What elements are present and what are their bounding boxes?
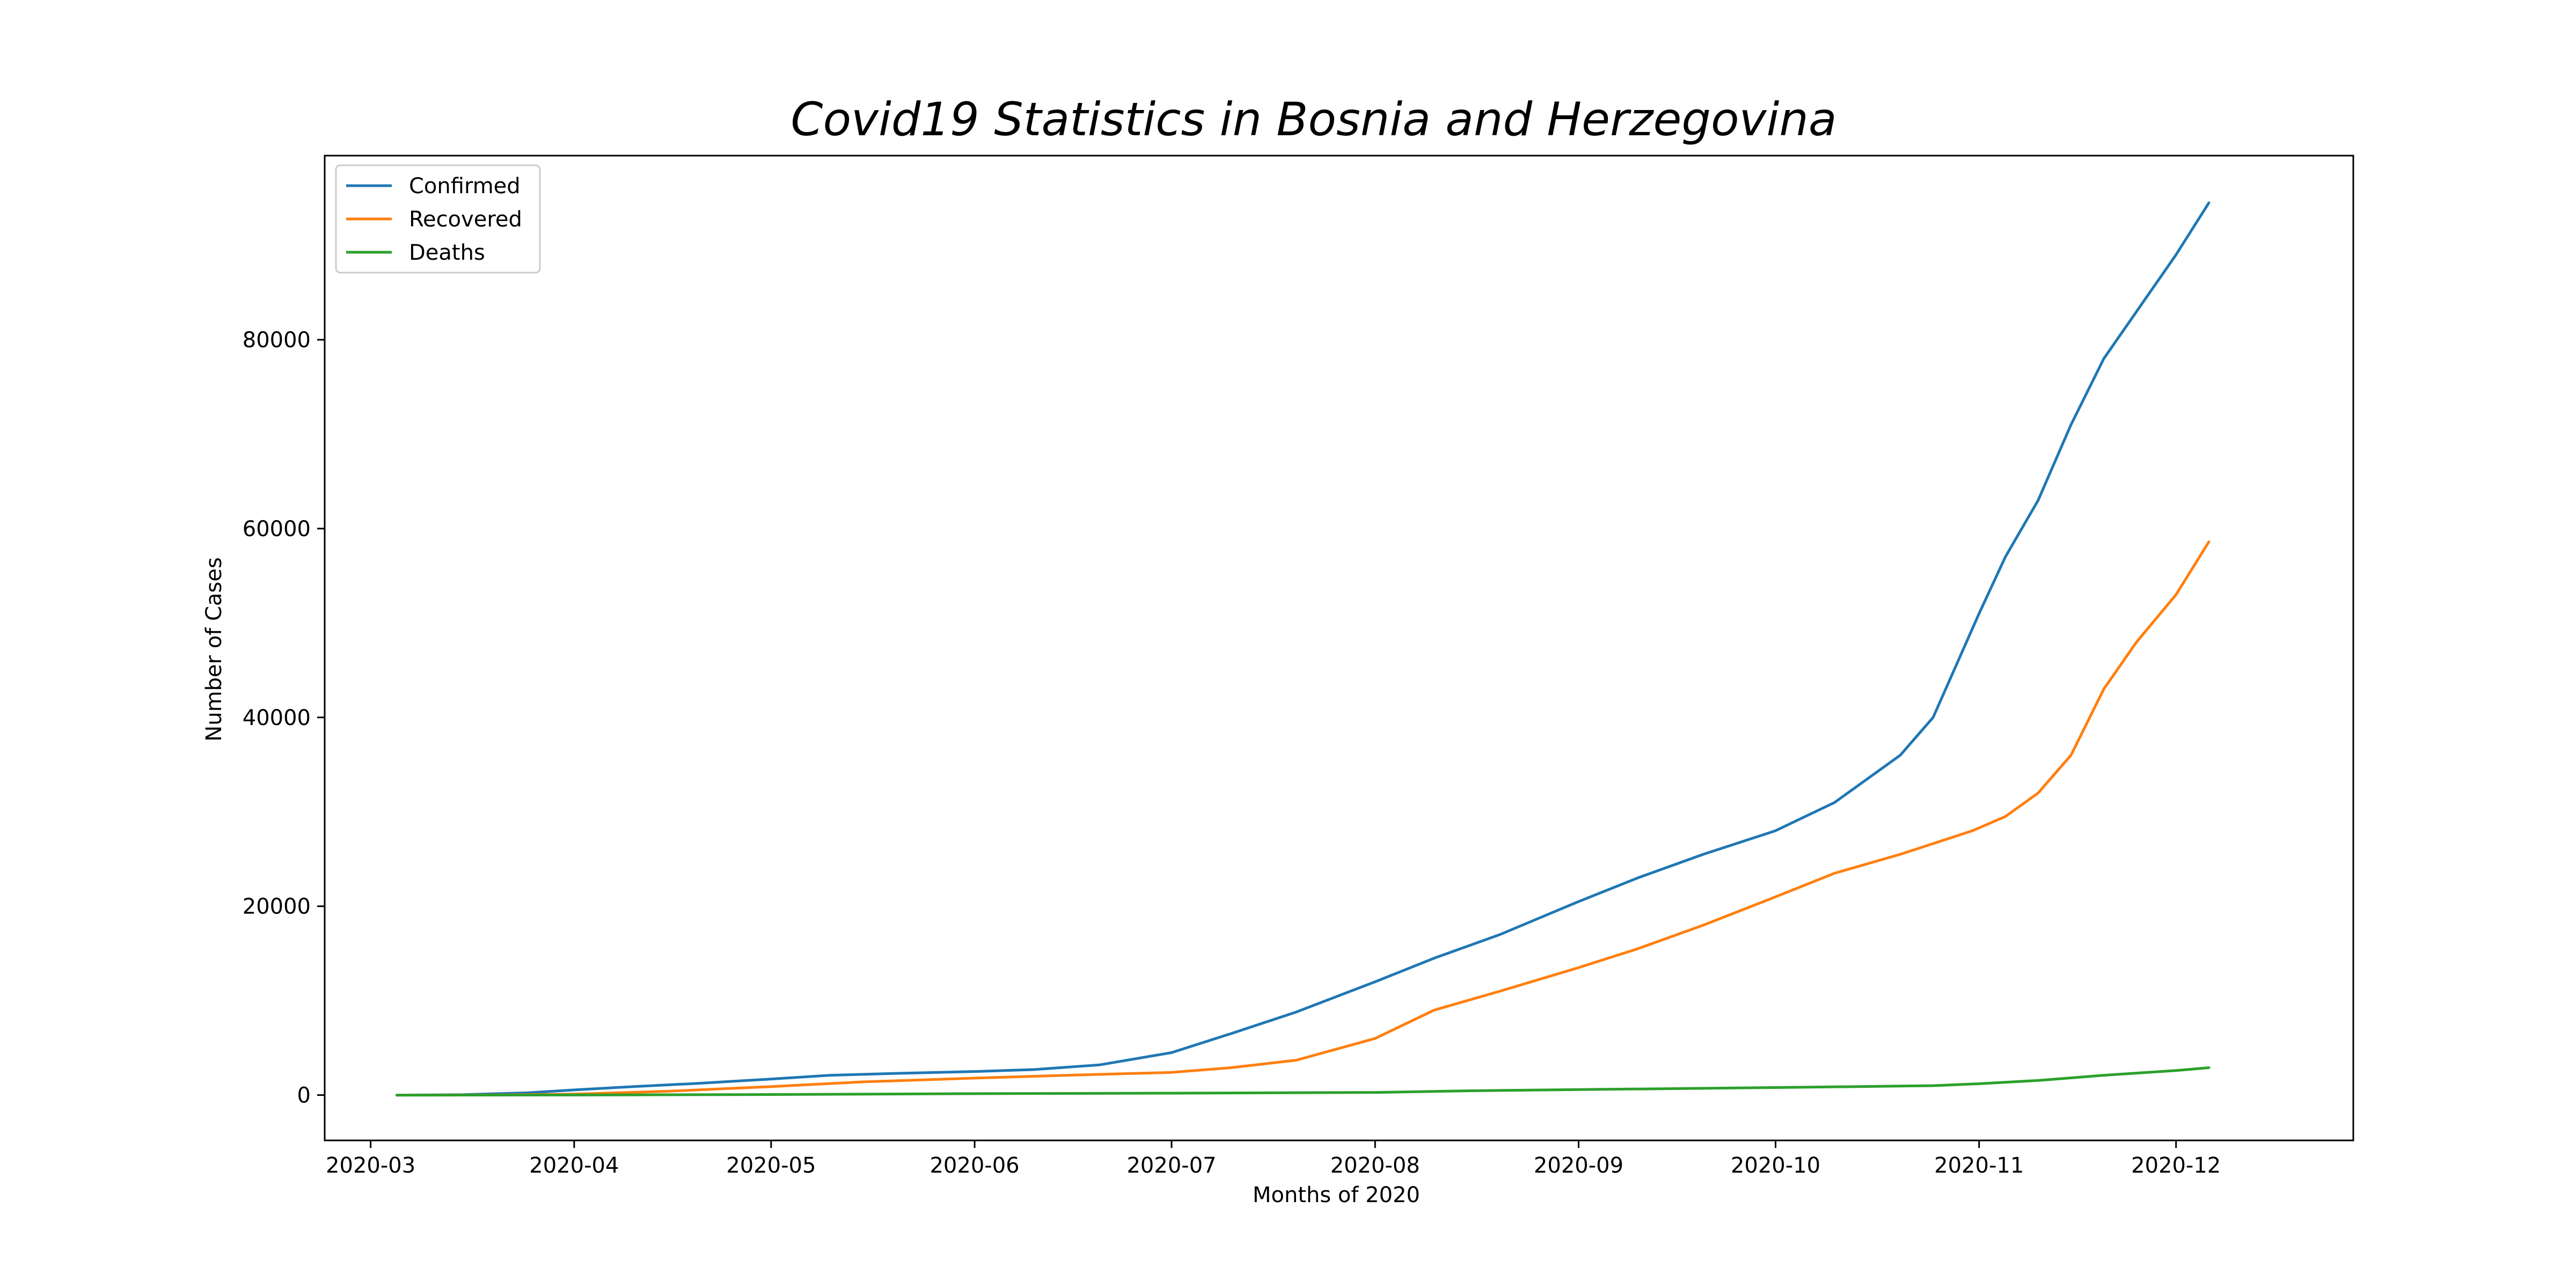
x-tick-label: 2020-05 [726,1153,816,1178]
x-tick-label: 2020-10 [1731,1153,1820,1178]
series-line-recovered [396,540,2211,1097]
y-axis-label: Number of Cases [202,557,226,741]
series-layer [396,201,2211,1097]
x-axis: 2020-03 2020-04 2020-05 2020-06 2020-07 2020-… [326,1140,2221,1178]
y-tick-label: 0 [297,1084,311,1108]
legend-label-deaths: Deaths [409,240,485,265]
y-tick-label: 80000 [243,328,311,353]
legend-box [335,164,541,274]
x-axis-label: Months of 2020 [1253,1183,1420,1208]
y-tick-label: 60000 [243,517,311,541]
x-tick-label: 2020-11 [1934,1153,2024,1178]
x-tick-label: 2020-07 [1126,1153,1216,1178]
x-tick-label: 2020-03 [326,1153,415,1178]
y-tick-label: 20000 [243,895,311,919]
x-tick-label: 2020-06 [930,1153,1019,1178]
legend-label-recovered: Recovered [409,207,522,232]
chart-title: Covid19 Statistics in Bosnia and Herzego… [791,93,1836,147]
x-tick-label: 2020-09 [1534,1153,1623,1178]
x-tick-label: 2020-04 [529,1153,619,1178]
legend-label-confirmed: Confirmed [409,174,521,199]
x-tick-label: 2020-12 [2131,1153,2221,1178]
legend: Confirmed Recovered Deaths [335,164,541,274]
x-tick-label: 2020-08 [1330,1153,1420,1178]
y-tick-label: 40000 [243,706,311,730]
y-axis: 0 20000 40000 60000 80000 [243,328,325,1108]
series-line-confirmed [396,201,2211,1097]
plot-area-frame [324,155,2354,1141]
series-line-deaths [396,1066,2211,1097]
